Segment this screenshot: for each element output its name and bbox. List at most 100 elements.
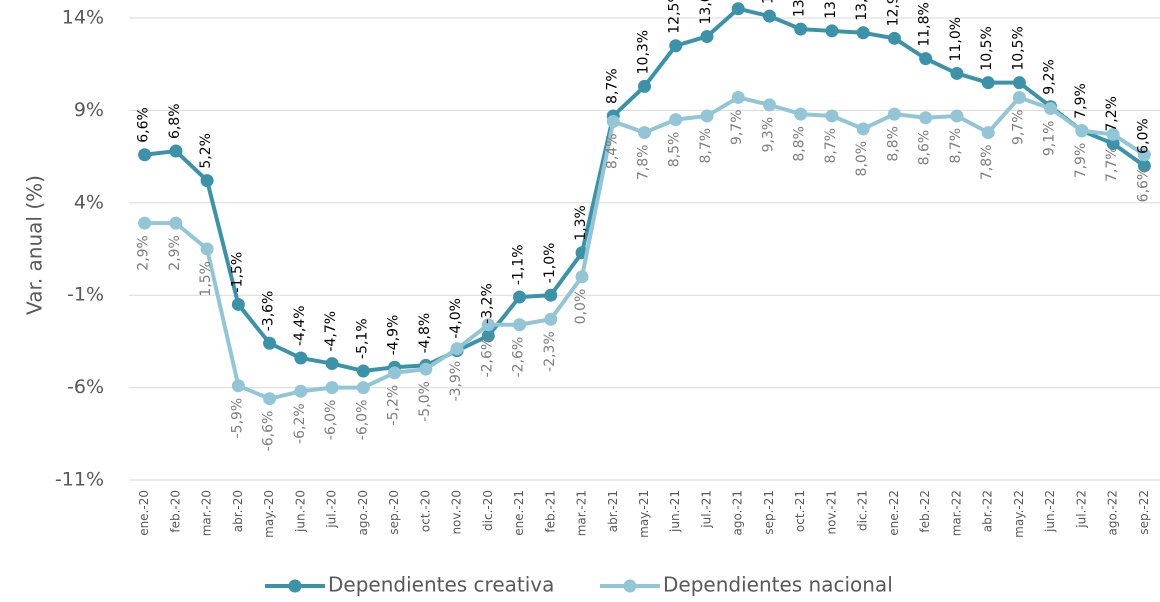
data-label: -3,2% (479, 283, 495, 324)
data-label: 8,7% (698, 128, 714, 164)
point (481, 329, 495, 343)
x-tick-label: oct.-20 (418, 490, 432, 532)
data-label: 9,7% (729, 109, 745, 145)
point (606, 114, 620, 128)
point (294, 351, 308, 365)
x-tick-label: jun.-20 (293, 490, 307, 533)
point (388, 366, 402, 380)
point (294, 384, 308, 398)
point (794, 107, 808, 121)
data-label: 11,8% (917, 2, 933, 46)
point (1012, 76, 1026, 90)
x-tick-label: mar.-20 (200, 490, 214, 536)
point (419, 362, 433, 376)
point (731, 2, 745, 16)
point (1106, 137, 1120, 151)
point (638, 126, 651, 140)
data-label: 14,1% (760, 0, 776, 4)
point (356, 381, 370, 395)
point (762, 9, 776, 23)
x-tick-label: abr.-20 (231, 490, 245, 532)
x-tick-label: jun.-21 (668, 490, 682, 533)
point (1137, 148, 1151, 162)
data-label: 0,0% (573, 289, 589, 325)
data-label: -3,6% (261, 291, 277, 332)
x-tick-label: sep.-21 (762, 490, 776, 535)
legend-label: Dependientes creativa (328, 573, 554, 597)
point (356, 364, 370, 378)
data-label: 13,3% (823, 0, 839, 19)
point (325, 357, 339, 371)
x-tick-label: jul.-20 (325, 490, 339, 529)
x-tick-label: sep.-20 (387, 490, 401, 535)
x-tick-label: may.-21 (637, 490, 651, 538)
data-label: 7,8% (979, 145, 995, 181)
data-label: 6,0% (1135, 118, 1151, 154)
data-label: -6,0% (354, 400, 370, 441)
y-tick-label: 9% (74, 99, 104, 121)
point (856, 122, 870, 136)
point (669, 39, 683, 53)
data-label: 8,4% (604, 133, 620, 169)
point (887, 31, 901, 45)
data-label: 1,3% (573, 205, 589, 241)
point (1106, 127, 1120, 141)
point (200, 174, 214, 188)
data-label: -5,0% (417, 381, 433, 422)
data-label: 2,9% (167, 235, 183, 271)
data-label: -5,1% (354, 318, 370, 359)
data-label: 8,6% (917, 130, 933, 166)
data-label: -2,3% (542, 331, 558, 372)
data-label: 11,0% (948, 17, 964, 61)
x-tick-label: oct.-21 (793, 490, 807, 532)
data-label: 12,9% (885, 0, 901, 26)
series (138, 2, 1151, 378)
x-tick-label: dic.-21 (856, 490, 870, 531)
data-label: 10,3% (636, 30, 652, 74)
y-tick-label: -1% (67, 284, 104, 306)
point (513, 290, 527, 304)
data-label: 7,9% (1073, 83, 1089, 119)
data-label: 9,2% (1042, 59, 1058, 95)
point (231, 297, 245, 311)
data-label: 8,0% (854, 141, 870, 177)
y-tick-label: 14% (62, 7, 104, 29)
data-label: -4,0% (448, 298, 464, 339)
point (450, 342, 464, 356)
point (200, 242, 214, 256)
data-label: -6,2% (292, 403, 308, 444)
x-tick-label: may.-20 (262, 490, 276, 538)
y-tick-label: -6% (67, 376, 104, 398)
data-label: 1,5% (198, 261, 214, 297)
data-label: -4,4% (292, 305, 308, 346)
x-tick-label: may.-22 (1012, 490, 1026, 538)
data-label: 13,0% (698, 0, 714, 24)
x-tick-label: jun.-22 (1043, 490, 1057, 533)
data-label: 8,7% (948, 128, 964, 164)
point (825, 109, 839, 123)
data-label: 7,8% (636, 145, 652, 181)
y-tick-label: 4% (74, 191, 104, 213)
point (887, 107, 901, 121)
point (919, 52, 933, 66)
data-label: -3,9% (448, 361, 464, 402)
data-label: 6,8% (167, 103, 183, 139)
legend-label: Dependientes nacional (663, 573, 893, 597)
point (169, 144, 183, 158)
x-tick-label: mar.-21 (575, 490, 589, 536)
x-tick-label: ene.-20 (137, 490, 151, 536)
x-tick-label: sep.-22 (1137, 490, 1151, 535)
x-tick-label: ene.-21 (512, 490, 526, 536)
data-label: -4,9% (386, 315, 402, 356)
point (825, 24, 839, 38)
data-label: -4,7% (323, 311, 339, 352)
x-tick-label: ago.-20 (356, 490, 370, 536)
point (950, 109, 964, 123)
data-label: 8,7% (604, 68, 620, 104)
point (1075, 124, 1089, 138)
data-label: 8,8% (792, 126, 808, 162)
x-tick-label: feb.-22 (918, 490, 932, 533)
data-label: 8,8% (885, 126, 901, 162)
point (263, 392, 277, 406)
